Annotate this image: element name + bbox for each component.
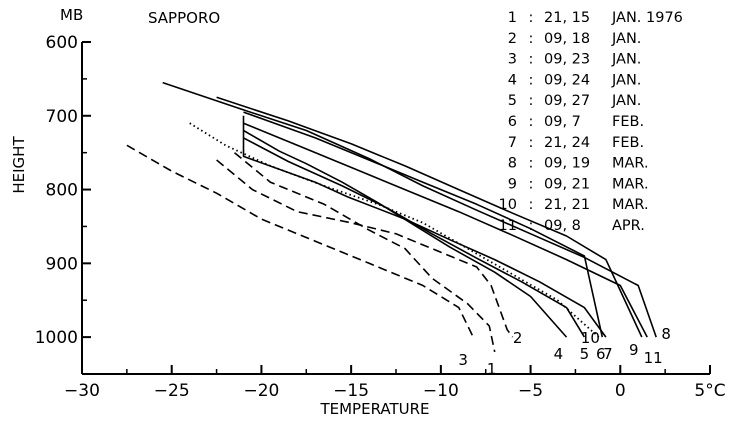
x-tick-label: −10 (423, 381, 459, 401)
legend-number: 2 (508, 31, 517, 47)
series-lines (126, 81, 657, 353)
curve-label-8: 8 (661, 325, 671, 343)
legend-date: 09, 19 (544, 156, 590, 172)
curve-label-5: 5 (580, 345, 590, 363)
series-line-2 (216, 159, 514, 338)
series-line-9 (216, 96, 643, 338)
series-line-5 (243, 137, 586, 338)
legend-month: JAN. (611, 31, 641, 47)
legend-date: 21, 24 (544, 135, 590, 151)
legend-colon: : (529, 156, 534, 172)
x-axis-title: TEMPERATURE (319, 400, 429, 418)
legend-date: 09, 27 (544, 93, 590, 109)
legend-month: FEB. (612, 135, 644, 151)
legend-month: MAR. (612, 176, 649, 192)
legend-colon: : (529, 197, 534, 213)
y-axis-ticks: 600 700 800 900 1000 (35, 33, 91, 375)
legend-month: JAN. 1976 (611, 10, 683, 26)
y-unit-label: MB (60, 6, 83, 24)
legend-date: 09, 8 (544, 218, 581, 234)
legend-colon: : (529, 31, 534, 47)
legend-month: MAR. (612, 197, 649, 213)
curve-labels: 12 3 4 5 67 8 9 10 11 (458, 325, 671, 378)
legend-date: 21, 21 (544, 197, 590, 213)
y-axis-title: HEIGHT (10, 136, 28, 194)
x-tick-label: −15 (333, 381, 369, 401)
legend-date: 09, 24 (544, 72, 590, 88)
x-tick-label: −5 (518, 381, 543, 401)
curve-label-4: 4 (554, 345, 564, 363)
legend-colon: : (529, 218, 534, 234)
chart-title: SAPPORO (148, 9, 220, 27)
legend-number: 10 (499, 197, 517, 213)
legend-number: 8 (508, 156, 517, 172)
legend-number: 11 (499, 218, 517, 234)
y-tick-label: 600 (46, 33, 78, 53)
curve-label-2: 2 (513, 329, 523, 347)
legend-colon: : (529, 135, 534, 151)
y-tick-label: 800 (46, 181, 78, 201)
x-tick-label: −30 (64, 381, 100, 401)
legend-date: 09, 23 (544, 52, 590, 68)
series-line-3 (126, 144, 474, 338)
x-tick-label: 0 (615, 381, 626, 401)
x-tick-label: −25 (154, 381, 190, 401)
legend-month: MAR. (612, 156, 649, 172)
curve-label-3: 3 (458, 351, 468, 369)
legend-month: JAN. (611, 52, 641, 68)
x-tick-label: 5°C (694, 381, 725, 401)
legend-month: APR. (612, 218, 645, 234)
legend-colon: : (529, 72, 534, 88)
y-tick-label: 700 (46, 107, 78, 127)
legend-number: 6 (508, 114, 517, 130)
legend-date: 09, 7 (544, 114, 581, 130)
series-line-4 (243, 129, 568, 338)
legend-colon: : (529, 10, 534, 26)
curve-label-9: 9 (629, 341, 639, 359)
x-axis-ticks: −30 −25 −20 −15 −10 −5 0 5°C (64, 365, 726, 401)
legend-month: JAN. (611, 72, 641, 88)
legend-number: 5 (508, 93, 517, 109)
legend-number: 1 (508, 10, 517, 26)
legend-month: FEB. (612, 114, 644, 130)
curve-label-7: 7 (603, 345, 613, 363)
y-tick-label: 900 (46, 254, 78, 274)
curve-label-6: 6 (596, 345, 606, 363)
y-tick-label: 1000 (35, 328, 78, 348)
x-tick-label: −20 (243, 381, 279, 401)
legend-number: 3 (508, 52, 517, 68)
series-line-6 (189, 122, 600, 338)
legend-date: 09, 21 (544, 176, 590, 192)
legend-colon: : (529, 93, 534, 109)
legend-month: JAN. (611, 93, 641, 109)
series-line-10 (243, 111, 604, 338)
series-line-7 (242, 115, 607, 338)
legend-date: 09, 18 (544, 31, 590, 47)
legend-colon: : (529, 52, 534, 68)
legend-colon: : (529, 176, 534, 192)
series-line-11 (243, 122, 648, 338)
curve-label-1: 1 (487, 360, 497, 378)
legend-number: 9 (508, 176, 517, 192)
curve-label-10: 10 (581, 329, 600, 347)
legend-number: 7 (508, 135, 517, 151)
series-line-1 (233, 152, 496, 353)
legend-colon: : (529, 114, 534, 130)
legend-date: 21, 15 (544, 10, 590, 26)
curve-label-11: 11 (644, 349, 663, 367)
legend-number: 4 (508, 72, 517, 88)
